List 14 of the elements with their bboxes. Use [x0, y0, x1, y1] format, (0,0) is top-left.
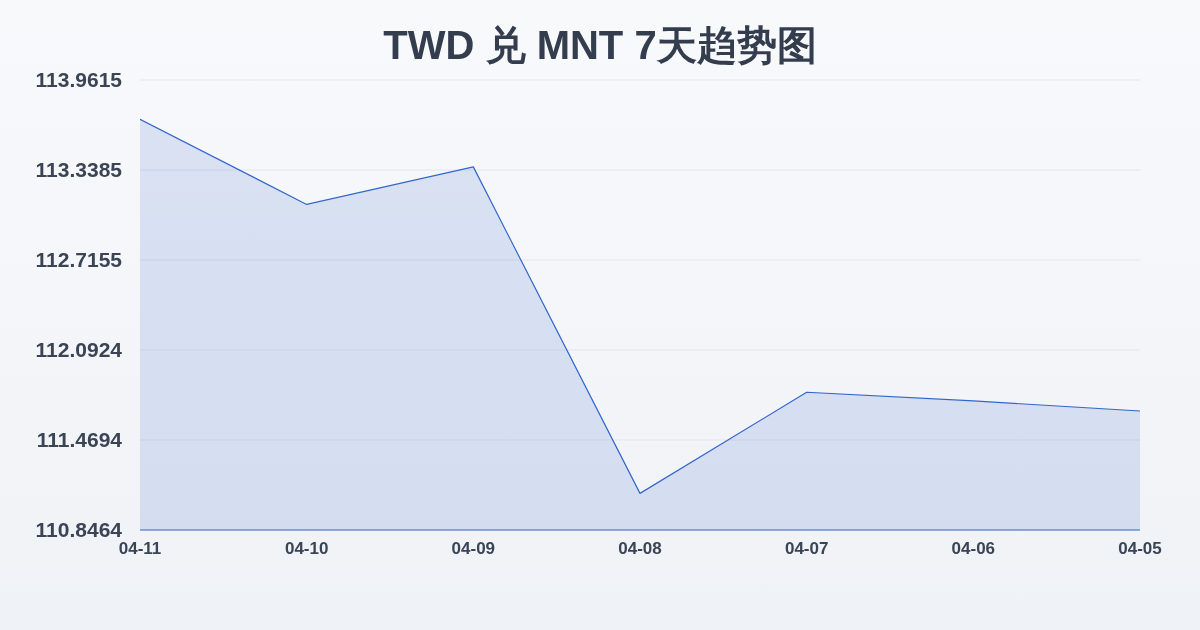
x-tick-label: 04-11: [118, 539, 162, 559]
x-tick-label: 04-09: [451, 539, 496, 559]
x-tick-label: 04-06: [951, 539, 996, 559]
x-tick-label: 04-07: [784, 539, 829, 559]
y-tick-label: 110.8464: [35, 518, 123, 542]
x-tick-label: 04-08: [618, 539, 662, 559]
x-tick-label: 04-05: [1118, 539, 1162, 559]
y-tick-label: 111.4694: [36, 428, 123, 452]
y-tick-label: 112.0924: [35, 338, 123, 362]
y-tick-label: 112.7155: [35, 248, 123, 272]
y-tick-label: 113.3385: [35, 158, 123, 182]
y-tick-label: 113.9615: [35, 68, 123, 92]
chart-title: TWD 兑 MNT 7天趋势图: [382, 22, 818, 69]
x-tick-label: 04-10: [284, 539, 329, 559]
